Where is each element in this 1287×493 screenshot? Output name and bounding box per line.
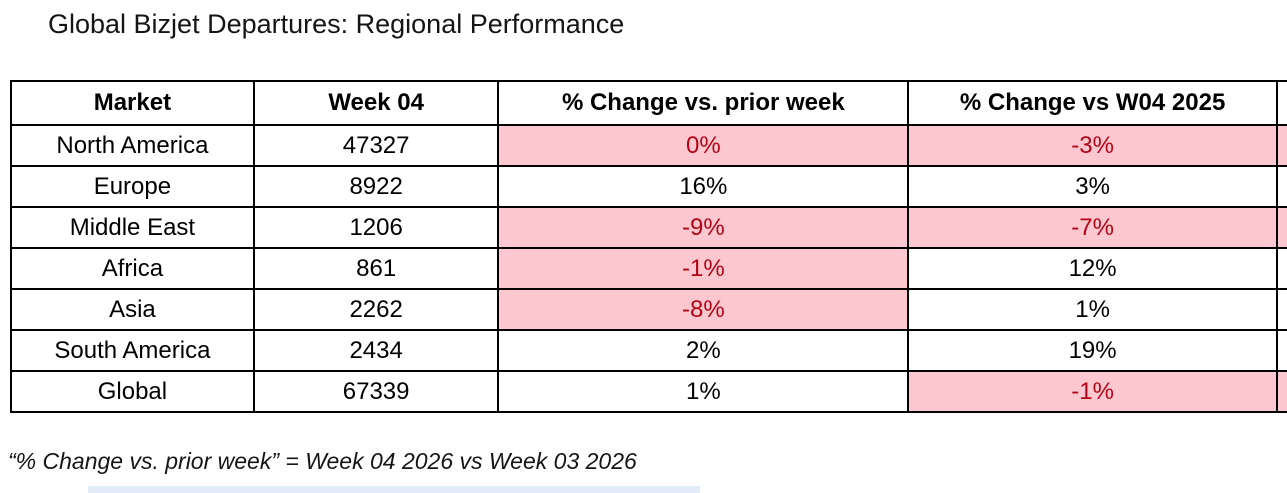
table-row: Middle East 1206 -9% -7% bbox=[10, 206, 1287, 249]
cell-pct-prior-week: 2% bbox=[497, 329, 910, 372]
footnote: “% Change vs. prior week” = Week 04 2026… bbox=[8, 448, 637, 474]
table-row: Asia 2262 -8% 1% bbox=[10, 288, 1287, 331]
column-header-pct-prior-week: % Change vs. prior week bbox=[497, 80, 910, 126]
cell-pct-prior-week: 1% bbox=[497, 370, 910, 413]
cell-pct-w04-2025: -1% bbox=[907, 370, 1278, 413]
cell-market: South America bbox=[10, 329, 255, 372]
cell-pct-w04-2025: 12% bbox=[907, 247, 1278, 290]
table-edge-spill bbox=[1275, 80, 1287, 126]
cell-week04: 67339 bbox=[252, 370, 500, 413]
table-edge-spill bbox=[1275, 124, 1287, 167]
header-row: Market Week 04 % Change vs. prior week %… bbox=[10, 80, 1287, 126]
cell-week04: 2262 bbox=[252, 288, 500, 331]
bottom-bar bbox=[88, 486, 700, 493]
regional-performance-table: Market Week 04 % Change vs. prior week %… bbox=[10, 80, 1287, 413]
table-row: Africa 861 -1% 12% bbox=[10, 247, 1287, 290]
column-header-market: Market bbox=[10, 80, 255, 126]
cell-market: Middle East bbox=[10, 206, 255, 249]
cell-market: North America bbox=[10, 124, 255, 167]
cell-pct-w04-2025: -3% bbox=[907, 124, 1278, 167]
table-edge-spill bbox=[1275, 165, 1287, 208]
cell-market: Africa bbox=[10, 247, 255, 290]
table-edge-spill bbox=[1275, 247, 1287, 290]
cell-week04: 8922 bbox=[252, 165, 500, 208]
table-edge-spill bbox=[1275, 370, 1287, 413]
table-row: Europe 8922 16% 3% bbox=[10, 165, 1287, 208]
cell-week04: 861 bbox=[252, 247, 500, 290]
table-edge-spill bbox=[1275, 288, 1287, 331]
cell-pct-w04-2025: 1% bbox=[907, 288, 1278, 331]
cell-pct-prior-week: 16% bbox=[497, 165, 910, 208]
cell-pct-prior-week: 0% bbox=[497, 124, 910, 167]
page-title: Global Bizjet Departures: Regional Perfo… bbox=[48, 9, 625, 39]
cell-pct-w04-2025: 19% bbox=[907, 329, 1278, 372]
cell-pct-prior-week: -9% bbox=[497, 206, 910, 249]
table-edge-spill bbox=[1275, 206, 1287, 249]
cell-week04: 1206 bbox=[252, 206, 500, 249]
table-edge-spill bbox=[1275, 329, 1287, 372]
cell-market: Asia bbox=[10, 288, 255, 331]
table-row: South America 2434 2% 19% bbox=[10, 329, 1287, 372]
cell-week04: 2434 bbox=[252, 329, 500, 372]
table-row: Global 67339 1% -1% bbox=[10, 370, 1287, 413]
cell-market: Europe bbox=[10, 165, 255, 208]
cell-week04: 47327 bbox=[252, 124, 500, 167]
cell-pct-w04-2025: 3% bbox=[907, 165, 1278, 208]
column-header-pct-w04-2025: % Change vs W04 2025 bbox=[907, 80, 1278, 126]
cell-pct-w04-2025: -7% bbox=[907, 206, 1278, 249]
cell-market: Global bbox=[10, 370, 255, 413]
table-row: North America 47327 0% -3% bbox=[10, 124, 1287, 167]
cell-pct-prior-week: -1% bbox=[497, 247, 910, 290]
column-header-week04: Week 04 bbox=[252, 80, 500, 126]
cell-pct-prior-week: -8% bbox=[497, 288, 910, 331]
